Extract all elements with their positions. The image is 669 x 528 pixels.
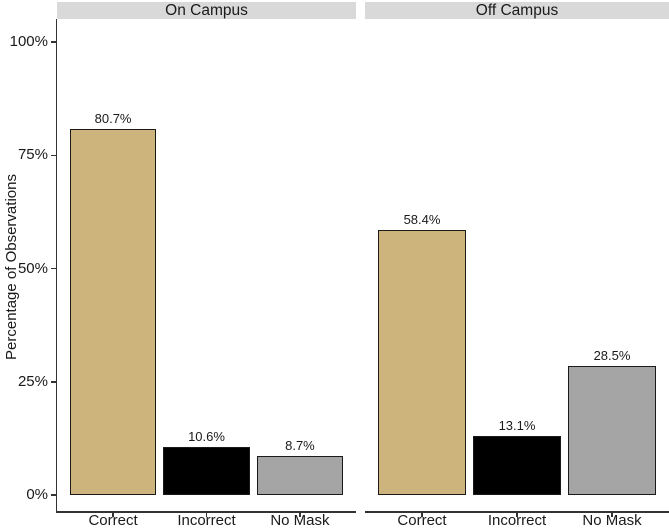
x-axis-label: Correct xyxy=(397,512,447,528)
y-axis-tick xyxy=(51,494,56,496)
x-axis-tick xyxy=(516,512,518,517)
bar-correct xyxy=(69,129,157,495)
facet-strip-label: On Campus xyxy=(165,2,248,19)
x-axis-label: Incorrect xyxy=(487,512,547,528)
x-axis-tick xyxy=(299,512,301,517)
y-axis-tick-label: 100% xyxy=(9,33,48,50)
x-axis-line xyxy=(365,511,669,513)
y-axis-tick-label: 50% xyxy=(17,259,48,277)
x-axis-line xyxy=(55,511,356,513)
bar-no-mask xyxy=(567,365,657,495)
x-axis-tick xyxy=(205,512,208,517)
x-axis-tick xyxy=(421,512,423,517)
facet-strip xyxy=(365,2,669,19)
bar-value-label: 58.4% xyxy=(403,212,441,228)
y-axis-tick-label: 25% xyxy=(17,372,48,390)
y-axis-tick-label: 75% xyxy=(17,146,48,164)
x-axis-label: Correct xyxy=(88,512,138,528)
bar-incorrect xyxy=(163,446,250,495)
bar-value-label: 80.7% xyxy=(94,111,132,127)
bar-value-label: 8.7% xyxy=(285,437,315,453)
y-axis-line xyxy=(55,19,57,513)
x-axis-label: No Mask xyxy=(582,512,642,528)
x-axis-label: No Mask xyxy=(270,512,330,528)
x-axis-tick xyxy=(611,512,613,517)
bar-value-label: 28.5% xyxy=(593,347,631,363)
y-axis-tick-label: 0% xyxy=(26,486,48,503)
y-axis-tick xyxy=(51,154,56,156)
x-axis-tick xyxy=(112,512,114,517)
bar-value-label: 10.6% xyxy=(188,428,225,444)
y-axis-tick xyxy=(51,41,56,43)
x-axis-label: Incorrect xyxy=(177,512,236,528)
y-axis-tick xyxy=(51,267,56,270)
bar-correct xyxy=(377,230,467,495)
bar-no-mask xyxy=(256,455,344,495)
bar-value-label: 13.1% xyxy=(498,417,536,433)
facet-strip-label: Off Campus xyxy=(475,2,559,19)
y-axis-tick xyxy=(51,381,56,383)
bar-incorrect xyxy=(472,435,562,495)
facet-strip xyxy=(57,2,356,19)
